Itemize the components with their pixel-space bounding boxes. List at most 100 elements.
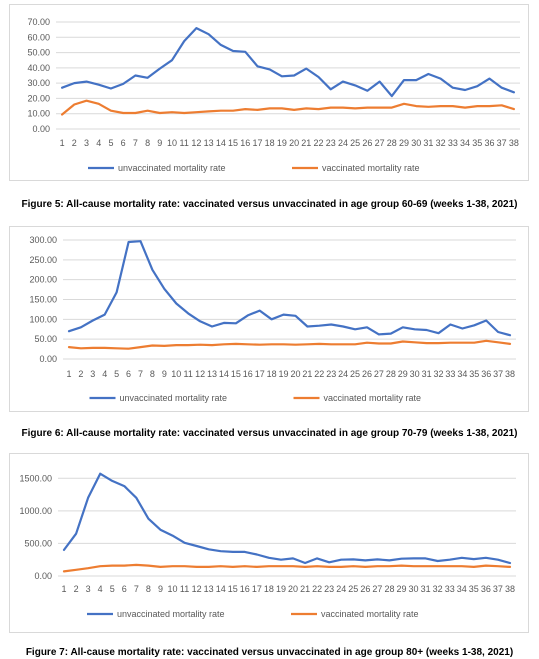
x-tick-label: 4 <box>98 584 103 594</box>
x-tick-label: 16 <box>240 584 250 594</box>
chart-panel-70-79: 0.00 50.00 100.00 150.00 200.00 250.00 300.00 1… <box>9 226 529 412</box>
y-tick-label: 40.00 <box>27 63 50 73</box>
x-tick-label: 33 <box>448 138 458 148</box>
x-tick-label: 25 <box>350 138 360 148</box>
x-tick-label: 21 <box>301 138 311 148</box>
x-tick-label: 17 <box>252 584 262 594</box>
x-tick-label: 36 <box>484 138 494 148</box>
x-tick-label: 36 <box>481 369 491 379</box>
x-tick-label: 6 <box>121 138 126 148</box>
x-tick-label: 27 <box>374 369 384 379</box>
x-tick-label: 22 <box>312 584 322 594</box>
y-tick-label: 300.00 <box>29 235 57 245</box>
x-tick-label: 6 <box>122 584 127 594</box>
x-tick-label: 31 <box>422 369 432 379</box>
x-tick-label: 13 <box>207 369 217 379</box>
line-chart-60-69: 0.00 10.00 20.00 30.00 40.00 50.00 60.00 70.00 1… <box>27 17 520 173</box>
x-tick-label: 2 <box>72 138 77 148</box>
x-tick-label: 22 <box>314 138 324 148</box>
x-tick-label: 14 <box>216 138 226 148</box>
x-tick-label: 34 <box>460 138 470 148</box>
x-tick-label: 5 <box>110 584 115 594</box>
x-tick-label: 24 <box>336 584 346 594</box>
x-tick-label: 7 <box>138 369 143 379</box>
series-line-vaccinated <box>60 99 515 116</box>
x-tick-label: 12 <box>191 138 201 148</box>
x-tick-label: 16 <box>240 138 250 148</box>
y-tick-label: 200.00 <box>29 275 57 285</box>
x-tick-label: 35 <box>469 369 479 379</box>
x-tick-label: 37 <box>493 584 503 594</box>
x-tick-label: 19 <box>279 369 289 379</box>
y-tick-label: 150.00 <box>29 295 57 305</box>
x-tick-label: 3 <box>90 369 95 379</box>
x-tick-label: 19 <box>276 584 286 594</box>
legend-label: vaccinated mortality rate <box>322 163 420 173</box>
x-tick-label: 32 <box>433 584 443 594</box>
y-tick-label: 20.00 <box>27 93 50 103</box>
x-tick-label: 38 <box>509 138 519 148</box>
legend-label: unvaccinated mortality rate <box>117 609 225 619</box>
x-tick-label: 4 <box>96 138 101 148</box>
x-tick-label: 3 <box>86 584 91 594</box>
x-tick-label: 28 <box>386 369 396 379</box>
x-tick-label: 21 <box>300 584 310 594</box>
figure-7-caption: Figure 7: All-cause mortality rate: vacc… <box>25 647 514 658</box>
x-tick-label: 3 <box>84 138 89 148</box>
x-tick-label: 34 <box>457 584 467 594</box>
x-tick-label: 15 <box>228 584 238 594</box>
x-tick-label: 23 <box>326 369 336 379</box>
x-tick-label: 26 <box>360 584 370 594</box>
x-tick-label: 32 <box>434 369 444 379</box>
series-line-vaccinated <box>62 563 512 573</box>
y-tick-label: 70.00 <box>27 17 50 27</box>
x-tick-label: 14 <box>219 369 229 379</box>
x-tick-label: 2 <box>74 584 79 594</box>
legend-label: unvaccinated mortality rate <box>118 163 226 173</box>
x-tick-label: 22 <box>314 369 324 379</box>
x-tick-label: 15 <box>228 138 238 148</box>
x-tick-label: 23 <box>324 584 334 594</box>
x-tick-label: 27 <box>375 138 385 148</box>
y-tick-label: 500.00 <box>24 538 52 548</box>
x-tick-label: 8 <box>150 369 155 379</box>
y-tick-label: 0.00 <box>34 571 52 581</box>
y-tick-label: 30.00 <box>27 78 50 88</box>
x-tick-label: 26 <box>362 369 372 379</box>
x-tick-label: 10 <box>171 369 181 379</box>
y-tick-label: 250.00 <box>29 255 57 265</box>
line-chart-70-79: 0.00 50.00 100.00 150.00 200.00 250.00 300.00 1… <box>29 235 516 403</box>
y-tick-label: 1500.00 <box>19 473 52 483</box>
legend-label: vaccinated mortality rate <box>321 609 419 619</box>
x-tick-label: 30 <box>409 584 419 594</box>
x-tick-label: 20 <box>290 369 300 379</box>
x-tick-label: 25 <box>350 369 360 379</box>
x-tick-label: 6 <box>126 369 131 379</box>
x-tick-label: 33 <box>445 584 455 594</box>
x-tick-label: 7 <box>133 138 138 148</box>
x-tick-label: 30 <box>410 369 420 379</box>
chart-panel-60-69: 0.00 10.00 20.00 30.00 40.00 50.00 60.00 70.00 1… <box>9 4 529 181</box>
x-tick-label: 23 <box>326 138 336 148</box>
x-tick-label: 27 <box>372 584 382 594</box>
x-tick-label: 4 <box>102 369 107 379</box>
y-tick-label: 10.00 <box>27 109 50 119</box>
series-line-unvaccinated <box>60 27 515 98</box>
x-tick-label: 18 <box>264 584 274 594</box>
x-tick-label: 1 <box>66 369 71 379</box>
y-tick-label: 60.00 <box>27 32 50 42</box>
figure-6-caption: Figure 6: All-cause mortality rate: vacc… <box>21 428 518 439</box>
x-tick-label: 1 <box>62 584 67 594</box>
x-tick-label: 19 <box>277 138 287 148</box>
x-tick-label: 33 <box>445 369 455 379</box>
x-tick-label: 12 <box>192 584 202 594</box>
x-tick-label: 9 <box>158 584 163 594</box>
x-tick-label: 2 <box>78 369 83 379</box>
x-tick-label: 28 <box>384 584 394 594</box>
x-tick-label: 11 <box>183 369 192 379</box>
y-tick-label: 50.00 <box>27 48 50 58</box>
x-tick-label: 18 <box>265 138 275 148</box>
series-line-unvaccinated <box>62 472 512 565</box>
series-line-vaccinated <box>67 339 512 350</box>
chart-panel-80-plus: 0.00 500.00 1000.00 1500.00 1 2 3 4 5 6 7 8 9 10 11 12 1… <box>9 453 529 633</box>
